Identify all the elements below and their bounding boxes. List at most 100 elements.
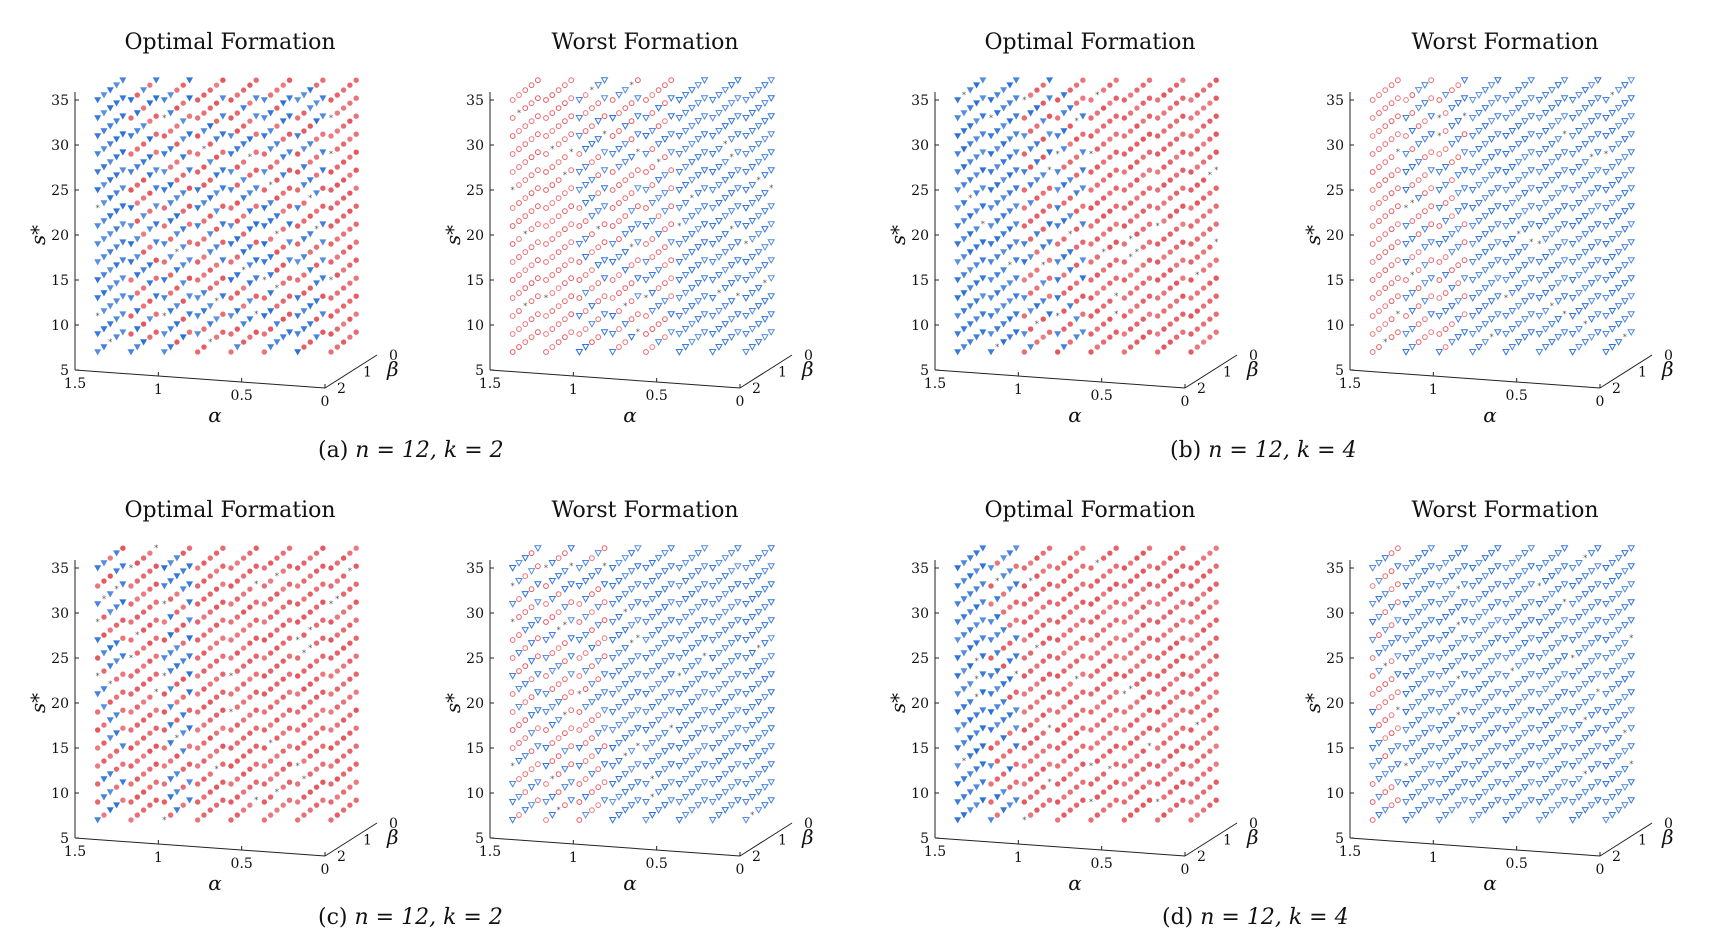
marker-triangle [295,206,301,211]
marker-circle [148,659,153,664]
marker-circle [202,111,207,116]
marker-circle [1377,129,1382,134]
marker-circle [1201,718,1206,723]
marker-circle [229,818,234,823]
marker-circle [348,173,353,178]
marker-circle [208,754,213,759]
marker-triangle [562,749,568,754]
marker-triangle [1001,700,1007,705]
marker-circle [510,242,515,247]
marker-triangle [522,808,528,813]
marker-triangle [635,582,641,587]
marker-triangle [220,222,226,227]
marker-triangle [1001,88,1007,93]
marker-circle [1370,296,1375,301]
marker-circle [154,330,159,335]
marker-circle [1074,173,1079,178]
marker-triangle [1595,546,1601,551]
marker-star: * [215,297,219,306]
marker-circle [1108,803,1113,808]
marker-triangle [961,165,967,170]
marker-circle [1389,299,1394,304]
marker-star: * [523,230,527,239]
marker-triangle [220,294,226,299]
marker-triangle [1422,713,1428,718]
marker-triangle [1476,579,1482,584]
marker-circle [220,672,225,677]
marker-triangle [261,224,267,229]
marker-triangle [1576,345,1582,350]
marker-circle [229,800,234,805]
marker-triangle [1449,106,1455,111]
marker-circle [348,155,353,160]
marker-circle [348,281,353,286]
marker-circle [1162,111,1167,116]
marker-triangle [1555,767,1561,772]
marker-triangle [768,222,774,227]
marker-triangle [195,332,201,337]
marker-triangle [168,795,174,800]
marker-triangle [1013,294,1019,299]
marker-triangle [662,749,668,754]
marker-circle [1416,304,1421,309]
marker-circle [295,746,300,751]
marker-triangle [1503,728,1509,733]
marker-triangle [683,201,689,206]
marker-triangle [1549,790,1555,795]
marker-triangle [1495,654,1501,659]
marker-star: * [569,562,573,571]
marker-circle [1047,654,1052,659]
marker-circle [348,803,353,808]
marker-triangle [988,818,994,823]
marker-circle [1114,618,1119,623]
marker-circle [550,309,555,314]
marker-triangle [1416,592,1422,597]
marker-circle [1080,204,1085,209]
marker-triangle [1021,260,1027,265]
marker-circle [162,260,167,265]
marker-circle [577,710,582,715]
marker-circle [141,178,146,183]
marker-triangle [1482,754,1488,759]
marker-circle [1395,222,1400,227]
marker-triangle [695,713,701,718]
marker-triangle [729,119,735,124]
marker-triangle [610,314,616,319]
marker-circle [348,767,353,772]
marker-triangle [710,692,716,697]
marker-triangle [1001,304,1007,309]
marker-triangle [749,579,755,584]
x-tick-label: 0.5 [1506,856,1528,872]
marker-circle [1189,692,1194,697]
marker-triangle [1455,803,1461,808]
marker-triangle [1536,170,1542,175]
marker-circle [1128,93,1133,98]
marker-triangle [1403,566,1409,571]
marker-triangle [988,260,994,265]
marker-triangle [1516,160,1522,165]
marker-circle [1195,687,1200,692]
marker-triangle [568,654,574,659]
marker-triangle [1403,242,1409,247]
marker-triangle [120,78,126,83]
marker-circle [1429,222,1434,227]
marker-triangle [656,592,662,597]
marker-circle [1208,551,1213,556]
marker-triangle [253,276,259,281]
marker-circle [1147,564,1152,569]
marker-triangle [101,309,107,314]
marker-circle [229,620,234,625]
marker-triangle [583,705,589,710]
marker-triangle [743,566,749,571]
marker-circle [1114,744,1119,749]
marker-triangle [1443,669,1449,674]
marker-triangle [1603,260,1609,265]
marker-circle [1068,808,1073,813]
marker-triangle [710,674,716,679]
marker-triangle [174,196,180,201]
marker-circle [214,155,219,160]
marker-triangle [522,556,528,561]
marker-triangle [1489,83,1495,88]
marker-circle [268,723,273,728]
marker-triangle [1562,276,1568,281]
